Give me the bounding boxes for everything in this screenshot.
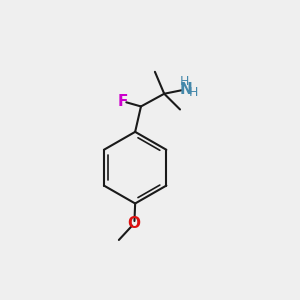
Text: H: H [180,75,189,88]
Text: N: N [179,82,192,97]
Text: F: F [118,94,128,109]
Text: H: H [188,85,198,99]
Text: O: O [128,216,140,231]
